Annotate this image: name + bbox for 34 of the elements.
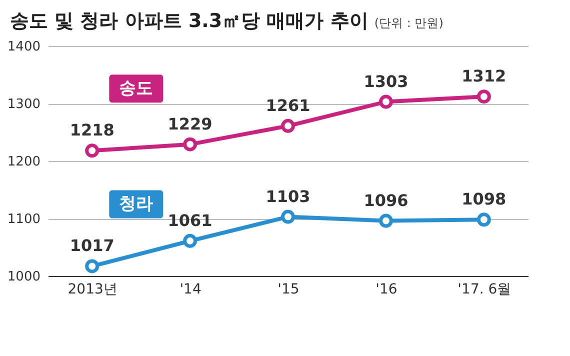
point (281, 210, 295, 224)
x-tick-label: '16 (376, 282, 398, 298)
data-label: 1061 (168, 210, 212, 230)
x-tick-label: '17. 6월 (458, 282, 512, 298)
y-tick-label: 1100 (7, 212, 40, 227)
data-label: 1103 (266, 186, 310, 206)
data-label: 1312 (462, 66, 506, 86)
y-tick-label: 1300 (7, 97, 40, 112)
data-label: 1017 (70, 236, 114, 256)
y-tick-label: 1400 (7, 40, 40, 54)
data-label: 1218 (70, 120, 114, 140)
point (476, 90, 491, 104)
x-tick-label: '14 (180, 282, 202, 298)
text: 송도 (119, 78, 154, 99)
y-tick-label: 1200 (7, 154, 40, 170)
data-label: 1303 (364, 72, 408, 91)
text: 청라 (119, 194, 154, 214)
x-tick-label: 2013년 (68, 282, 118, 298)
chart-title: 송도 및 청라 아파트 3.3㎡당 매매가 추이 (10, 10, 368, 32)
point (85, 259, 100, 274)
data-label: 1261 (266, 96, 310, 115)
data-label: 1229 (168, 114, 212, 134)
data-label: 1096 (364, 190, 408, 210)
point (281, 118, 295, 133)
point (183, 234, 198, 248)
chart-subtitle: (단위 : 만원) (374, 16, 444, 30)
x-tick-label: '15 (278, 282, 300, 298)
point (183, 137, 198, 152)
point (378, 94, 393, 109)
y-tick-label: 1000 (7, 270, 40, 284)
data-label: 1098 (462, 190, 506, 209)
point (85, 144, 100, 158)
point (378, 214, 393, 228)
point (476, 212, 491, 227)
